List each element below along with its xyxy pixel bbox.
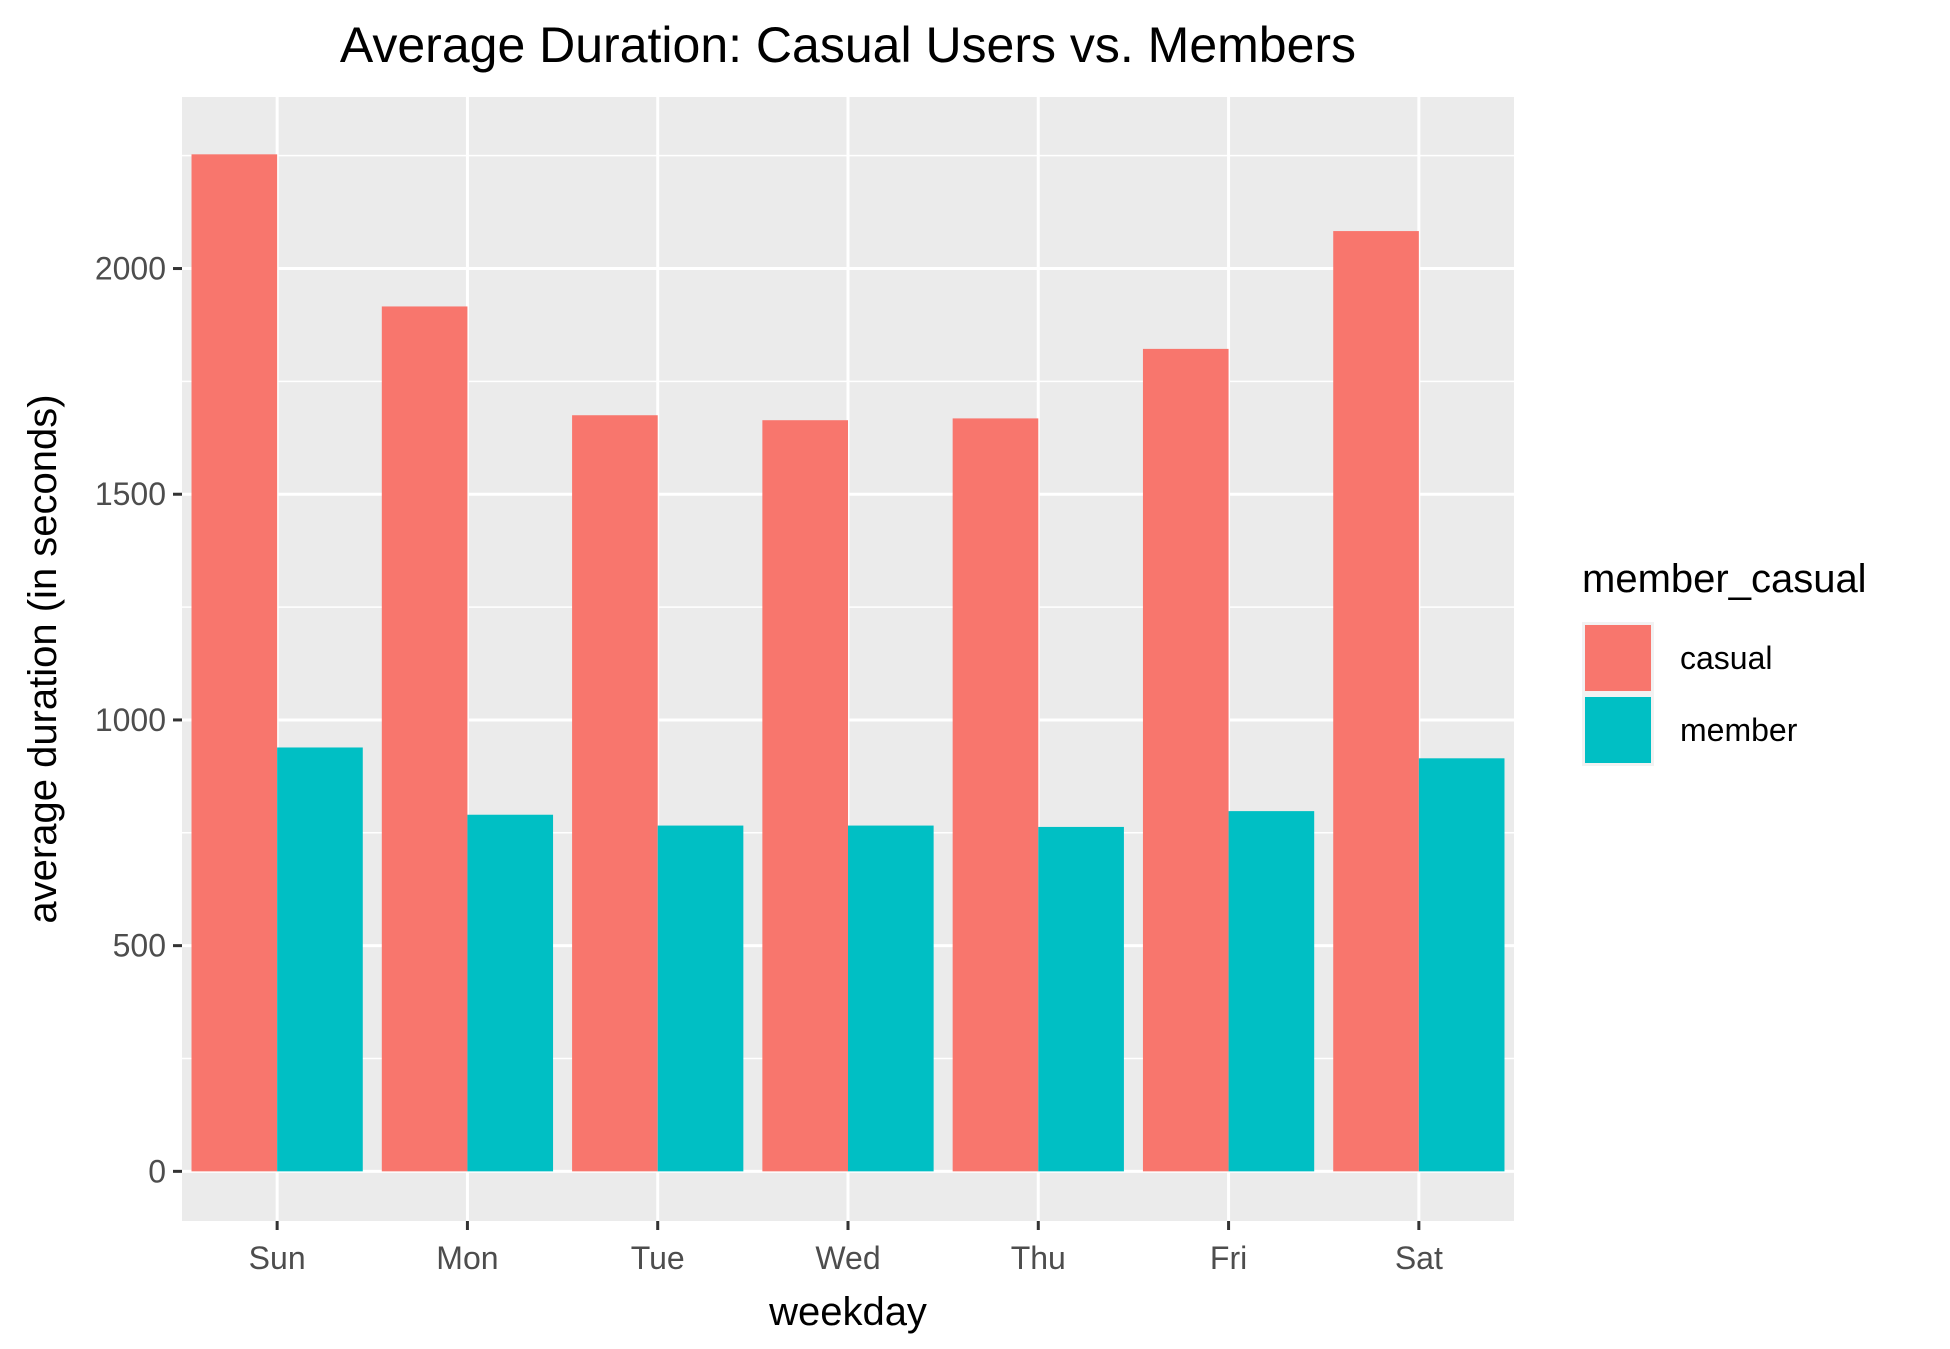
bar-casual-thu	[952, 418, 1039, 1172]
legend-title: member_casual	[1582, 557, 1867, 601]
y-tick-label: 1500	[95, 476, 166, 512]
x-tick-label: Wed	[815, 1240, 880, 1276]
legend-swatch-member	[1585, 697, 1651, 763]
chart-title: Average Duration: Casual Users vs. Membe…	[340, 17, 1356, 73]
bar-member-thu	[1038, 826, 1124, 1172]
bar-member-fri	[1228, 811, 1315, 1172]
x-tick-label: Sun	[249, 1240, 306, 1276]
bar-casual-wed	[762, 420, 848, 1172]
bar-casual-sat	[1333, 231, 1419, 1172]
bar-casual-fri	[1142, 348, 1229, 1172]
bar-member-sun	[277, 747, 363, 1172]
bar-casual-mon	[381, 306, 468, 1172]
bar-member-sat	[1418, 758, 1505, 1172]
y-tick-label: 2000	[95, 251, 166, 287]
bar-member-tue	[657, 825, 744, 1172]
legend: member_casual casual member	[1582, 557, 1867, 766]
x-tick-label: Fri	[1210, 1240, 1247, 1276]
x-tick-label: Tue	[631, 1240, 685, 1276]
bar-casual-tue	[572, 415, 658, 1172]
legend-label-member: member	[1680, 712, 1798, 748]
y-axis: 0 500 1000 1500 2000	[95, 251, 182, 1189]
x-tick-label: Sat	[1395, 1240, 1443, 1276]
x-tick-label: Mon	[436, 1240, 498, 1276]
bar-casual-sun	[191, 154, 278, 1172]
y-axis-title: average duration (in seconds)	[21, 394, 65, 923]
bars	[191, 154, 1505, 1172]
bar-member-wed	[848, 825, 934, 1172]
y-tick-label: 500	[113, 928, 166, 964]
y-tick-label: 1000	[95, 702, 166, 738]
bar-member-mon	[467, 814, 554, 1172]
legend-swatch-casual	[1585, 625, 1651, 691]
y-tick-label: 0	[148, 1153, 166, 1189]
x-tick-label: Thu	[1011, 1240, 1066, 1276]
x-axis-title: weekday	[768, 1290, 927, 1334]
x-axis: Sun Mon Tue Wed Thu Fri Sat	[249, 1221, 1443, 1276]
legend-label-casual: casual	[1680, 640, 1773, 676]
